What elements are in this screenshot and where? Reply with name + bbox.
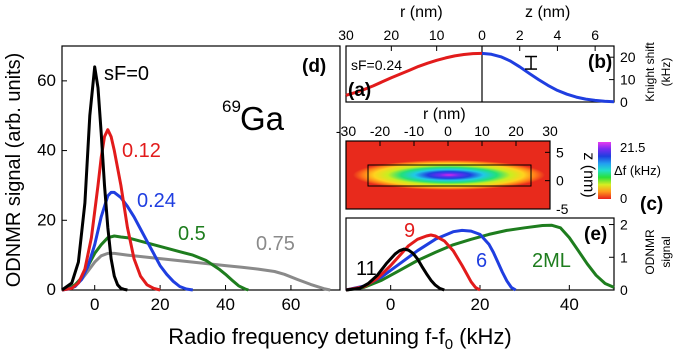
panel-ab-xlabel-left: r (nm) [400,4,443,21]
panel-ab-right-xtick-label: 4 [554,27,562,43]
colorbar-label: Δf (kHz) [614,163,661,178]
panel-c-xtick-label: -20 [370,123,390,139]
panel-d-xtick-label: 40 [216,295,235,314]
panel-d-series-line [61,251,331,292]
panel-b-z-line [481,51,615,104]
curve-label-2ML: 2ML [532,250,571,272]
panel-e-series-line [345,223,615,292]
panel-ab-errorbar [525,55,538,70]
panel-c-ticks: -30 -20 -10 0 10 20 30 -5 0 5 [336,123,569,217]
xlabel-main: Radio frequency detuning f-f [168,324,445,349]
panel-c-label: (c) [640,194,663,215]
panel-e-series-line [345,233,481,292]
colorbar-max: 21.5 [620,140,645,155]
panel-ab: 30 20 10 0 2 4 6 0 10 20 r (nm) z (nm) Knight shi… [338,4,673,110]
colorbar [598,142,611,199]
panel-e: 0 20 40 0 1 2 ODNMR signal (e) 11 9 6 2ML [345,217,673,314]
curve-label-11: 11 [356,258,377,280]
panel-d-series-line [61,65,128,292]
panel-a-label: (a) [348,80,371,101]
panel-ab-left-xtick-label: 20 [384,27,400,43]
panel-e-curves [345,223,615,292]
panel-e-ytick-label: 1 [620,249,628,265]
panel-ab-ytick-label: 0 [620,94,628,110]
panel-c-xtick-label: -30 [336,123,356,139]
panel-ab-ylabel-1: Knight shift [643,42,657,102]
curve-label-0.12: 0.12 [122,140,161,162]
panel-d-xtick-label: 0 [90,295,99,314]
panel-e-ytick-label: 0 [620,282,628,298]
panel-ab-right-xtick-label: 2 [516,27,524,43]
panel-c-ylabel: z (nm) [580,152,597,197]
panel-d-xtick-label: 60 [281,295,300,314]
panel-e-ytick-label: 2 [620,217,628,233]
panel-d-frame [61,45,341,291]
panel-d-ytick-label: 60 [37,71,56,90]
panel-c-ytick-label: 5 [556,144,564,160]
panel-c: -30 -20 -10 0 10 20 30-505 r (nm) z (nm) 21.5 … [336,106,663,217]
panel-c-ytick-label: 0 [556,173,564,189]
panel-ab-ticks: 30 20 10 0 2 4 6 0 10 20 [338,27,636,110]
panel-d-ytick-label: 20 [37,210,56,229]
panel-c-xtick-label: -10 [404,123,424,139]
panel-a-r-line [345,51,483,97]
panel-ab-xlabel-right: z (nm) [525,4,570,21]
xlabel-unit: (kHz) [453,324,512,349]
panel-ab-ylabel-2: (kHz) [659,58,673,87]
panel-ab-ytick-label: 20 [620,49,636,65]
panel-e-ticks: 0 20 40 0 1 2 [386,217,628,314]
panel-ab-right-xtick-label: 6 [591,27,599,43]
panel-e-ylabel-2: signal [659,236,673,267]
panel-ab-left-xtick-label: 0 [478,27,486,43]
panel-c-xtick-label: 20 [508,123,524,139]
curve-label-sF-0: sF=0 [104,63,149,85]
panel-ab-left-xtick-label: 30 [338,27,354,43]
panel-d-ytick-label: 0 [47,280,56,299]
panel-d-label: (d) [302,56,326,77]
panel-ab-left-xtick-label: 10 [429,27,445,43]
panel-e-ylabel-1: ODNMR [643,229,657,275]
shared-xlabel-text: Radio frequency detuning f-f0 (kHz) [168,324,511,353]
heatmap-ellipse [353,160,545,190]
heatmap-dot-outline [367,164,532,187]
panel-d-series-line [61,128,161,292]
curve-label-0.5: 0.5 [178,223,206,245]
panel-ab-frame [345,45,615,103]
panel-e-xtick-label: 20 [471,295,490,314]
panel-e-xtick-label: 0 [386,295,395,314]
curve-label-6: 6 [476,250,487,272]
panel-e-series-line [345,228,517,292]
colorbar-min: 0 [620,191,627,206]
panel-d-ylabel: ODNMR signal (arb. units) [3,53,25,288]
panel-d-ticks: 0 20 40 60 0 20 40 60 [37,71,300,314]
curve-label-0.24: 0.24 [137,190,176,212]
panel-c-xlabel: r (nm) [423,106,466,123]
panel-d: 0 20 40 60 0 20 40 60 ODNMR signal (arb. units)… [3,45,341,314]
isotope-symbol: Ga [240,100,285,137]
panel-e-label: (e) [584,224,607,245]
panel-e-xtick-label: 40 [560,295,579,314]
panel-b-label: (b) [588,52,612,73]
panel-c-xtick-label: 10 [474,123,490,139]
curve-label-9: 9 [404,220,415,242]
panel-ab-curves [345,51,615,104]
panel-d-ytick-label: 40 [37,141,56,160]
xlabel-sub: 0 [445,336,453,353]
panel-c-ytick-label: -5 [556,201,569,217]
shared-xlabel: Radio frequency detuning f-f0 (kHz) [168,324,511,353]
panel-ab-ytick-label: 10 [620,72,636,88]
panel-c-xtick-label: 0 [444,123,452,139]
panel-c-xtick-label: 30 [542,123,558,139]
panel-e-series-line [345,247,445,292]
panel-d-xtick-label: 20 [151,295,170,314]
isotope-mass: 69 [222,97,241,116]
curve-label-0.75: 0.75 [256,233,295,255]
panel-d-curves [61,65,331,292]
panel-ab-annotation: sF=0.24 [351,57,402,73]
